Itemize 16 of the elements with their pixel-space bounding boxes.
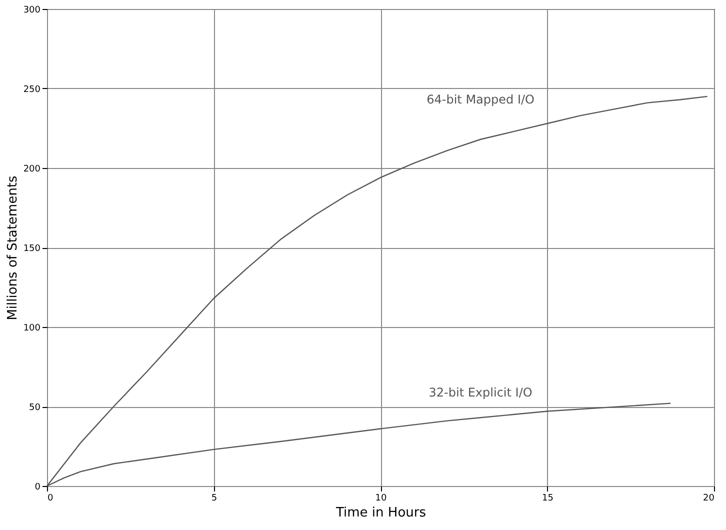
y-tick-label: 200 (23, 164, 41, 174)
x-axis-title: Time in Hours (334, 506, 426, 520)
x-tick-label: 0 (48, 494, 54, 504)
y-tick-label: 100 (23, 324, 41, 334)
x-tick-label: 10 (375, 494, 387, 504)
y-tick-label: 50 (29, 403, 41, 413)
x-tick-label: 15 (542, 494, 554, 504)
y-axis-title: Millions of Statements (5, 175, 20, 320)
y-tick-label: 150 (23, 244, 41, 254)
y-tick-label: 250 (23, 85, 41, 95)
series-label: 32-bit Explicit I/O (428, 386, 532, 400)
x-tick-label: 5 (211, 494, 218, 504)
y-tick-label: 300 (23, 6, 41, 16)
y-tick-label: 0 (34, 482, 41, 492)
x-tick-label: 20 (703, 494, 715, 504)
series-label: 64-bit Mapped I/O (426, 92, 534, 106)
